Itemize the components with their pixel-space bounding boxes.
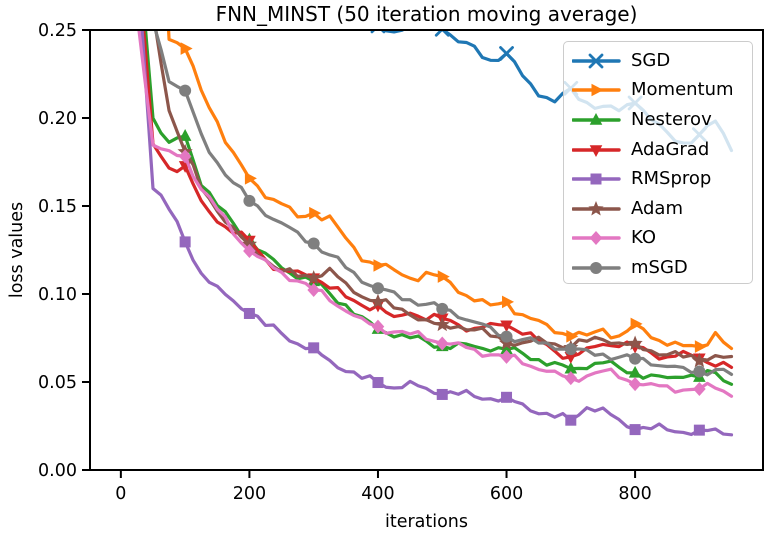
legend-swatch-momentum: [572, 84, 621, 97]
series-group: [137, 30, 734, 437]
legend-label: Nesterov: [631, 108, 712, 130]
legend-item-adagrad: AdaGrad: [572, 135, 752, 165]
x-tick-label: 400: [361, 484, 394, 504]
legend-label: AdaGrad: [631, 138, 710, 160]
y-tick-label: 0.15: [38, 197, 77, 217]
legend-item-adam: Adam: [572, 194, 752, 224]
legend-item-momentum: Momentum: [572, 76, 752, 106]
series-markers-rmsprop: [179, 236, 705, 436]
axes: 0 200 400 600 800 0.00 0.05 0.10 0.15 0.20 0.25: [38, 21, 652, 504]
legend-swatch-msgd: [572, 261, 621, 274]
legend-label: SGD: [631, 49, 671, 71]
legend-swatch-adam: [572, 200, 621, 216]
y-tick-label: 0.20: [38, 109, 77, 129]
series-markers-momentum: [180, 42, 707, 353]
x-tick-label: 200: [233, 484, 266, 504]
legend-swatch-sgd: [572, 53, 621, 69]
x-tick-label: 600: [490, 484, 523, 504]
x-tick-label: 800: [618, 484, 651, 504]
legend-label: KO: [631, 227, 656, 249]
legend-item-nesterov: Nesterov: [572, 105, 752, 135]
legend-label: Momentum: [631, 79, 734, 101]
legend-swatch-ko: [572, 231, 621, 246]
y-tick-label: 0.00: [38, 461, 77, 481]
plot-spines: [89, 29, 764, 471]
series-line-adam: [154, 30, 734, 363]
legend-swatch-nesterov: [572, 112, 621, 125]
series-markers-ko: [178, 149, 706, 396]
legend: SGD Momentum Nesterov AdaGrad RMSprop Adam KO m…: [563, 41, 753, 284]
series-line-nesterov: [143, 30, 734, 386]
legend-swatch-rmsprop: [572, 173, 621, 185]
y-tick-label: 0.10: [38, 285, 77, 305]
chart-title: FNN_MINST (50 iteration moving average): [215, 2, 638, 26]
y-tick-label: 0.05: [38, 373, 77, 393]
legend-item-sgd: SGD: [572, 46, 752, 76]
legend-item-rmsprop: RMSprop: [572, 164, 752, 194]
legend-label: RMSprop: [631, 168, 712, 190]
legend-item-msgd: mSGD: [572, 253, 752, 283]
x-tick-label: 0: [115, 484, 126, 504]
legend-item-ko: KO: [572, 224, 752, 254]
series-line-momentum: [166, 30, 734, 351]
series-markers-msgd: [179, 84, 706, 378]
x-axis-label: iterations: [384, 512, 469, 532]
legend-label: Adam: [631, 197, 683, 219]
legend-label: mSGD: [631, 256, 688, 278]
y-tick-label: 0.25: [38, 21, 77, 41]
legend-swatch-adagrad: [572, 144, 621, 157]
series-line-ko: [137, 30, 734, 398]
